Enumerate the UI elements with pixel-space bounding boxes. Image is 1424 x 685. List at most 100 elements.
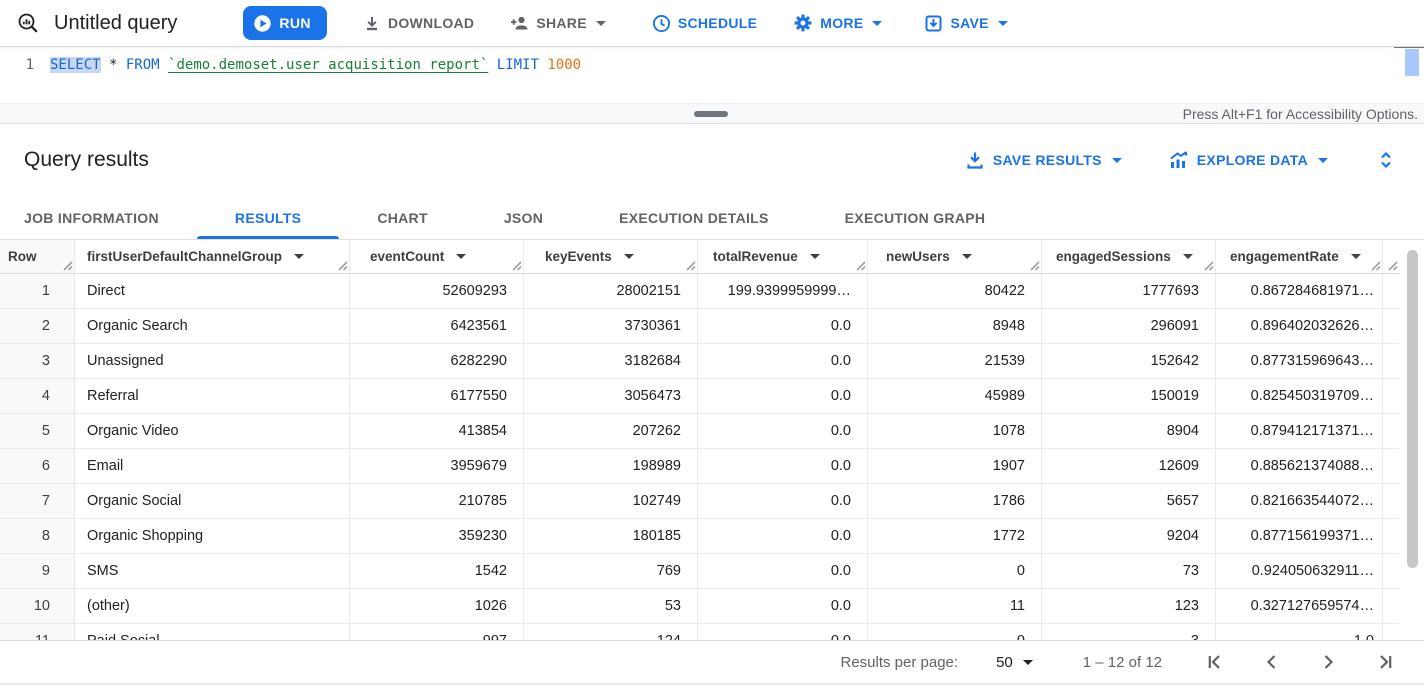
cell-engagedsessions[interactable]: 296091 xyxy=(1042,309,1216,344)
cell-totalrevenue[interactable]: 0.0 xyxy=(698,589,868,624)
cell-engagementrate[interactable]: 0.879412171371… xyxy=(1216,414,1383,449)
column-menu-icon[interactable] xyxy=(623,254,634,259)
column-resize-grip-icon[interactable] xyxy=(1387,260,1398,271)
cell-eventcount[interactable]: 210785 xyxy=(350,484,524,519)
cell-newusers[interactable]: 1786 xyxy=(868,484,1042,519)
tab-execution-graph[interactable]: EXECUTION GRAPH xyxy=(844,209,986,226)
sql-editor[interactable]: 1 SELECT * FROM `demo.demoset.user_acqui… xyxy=(0,45,1424,103)
cell-keyevents[interactable]: 3182684 xyxy=(524,344,698,379)
cell-eventcount[interactable]: 1542 xyxy=(350,554,524,589)
cell-totalrevenue[interactable]: 0.0 xyxy=(698,379,868,414)
cell-engagedsessions[interactable]: 3 xyxy=(1042,624,1216,640)
cell-engagedsessions[interactable]: 5657 xyxy=(1042,484,1216,519)
column-menu-icon[interactable] xyxy=(1350,254,1361,259)
tab-json[interactable]: JSON xyxy=(503,209,544,226)
cell-newusers[interactable]: 11 xyxy=(868,589,1042,624)
column-menu-icon[interactable] xyxy=(809,254,820,259)
cell-eventcount[interactable]: 3959679 xyxy=(350,449,524,484)
cell-totalrevenue[interactable]: 0.0 xyxy=(698,309,868,344)
cell-channel[interactable]: Paid Social xyxy=(75,624,350,640)
cell-keyevents[interactable]: 207262 xyxy=(524,414,698,449)
cell-channel[interactable]: Organic Social xyxy=(75,484,350,519)
save-results-button[interactable]: SAVE RESULTS xyxy=(965,150,1122,170)
table-scrollbar-thumb[interactable] xyxy=(1407,250,1418,568)
cell-keyevents[interactable]: 180185 xyxy=(524,519,698,554)
cell-eventcount[interactable]: 6177550 xyxy=(350,379,524,414)
cell-engagementrate[interactable]: 0.924050632911… xyxy=(1216,554,1383,589)
tab-execution-details[interactable]: EXECUTION DETAILS xyxy=(619,209,769,226)
cell-newusers[interactable]: 21539 xyxy=(868,344,1042,379)
cell-engagedsessions[interactable]: 12609 xyxy=(1042,449,1216,484)
column-header-keyevents[interactable]: keyEvents xyxy=(524,240,698,274)
column-header-totalrevenue[interactable]: totalRevenue xyxy=(698,240,868,274)
editor-scrollbar-thumb[interactable] xyxy=(1405,49,1419,76)
page-size-select[interactable]: 50 xyxy=(996,654,1033,671)
sql-table-reference-link[interactable]: `demo.demoset.user_acquisition_report` xyxy=(168,57,489,73)
cell-channel[interactable]: Email xyxy=(75,449,350,484)
save-button[interactable]: SAVE xyxy=(924,14,1008,33)
cell-engagedsessions[interactable]: 8904 xyxy=(1042,414,1216,449)
cell-eventcount[interactable]: 52609293 xyxy=(350,274,524,309)
cell-keyevents[interactable]: 124 xyxy=(524,624,698,640)
more-button[interactable]: MORE xyxy=(793,13,883,33)
column-header-channel[interactable]: firstUserDefaultChannelGroup xyxy=(75,240,350,274)
cell-engagementrate[interactable]: 0.821663544072… xyxy=(1216,484,1383,519)
cell-engagementrate[interactable]: 0.327127659574… xyxy=(1216,589,1383,624)
cell-newusers[interactable]: 8948 xyxy=(868,309,1042,344)
column-menu-icon[interactable] xyxy=(1182,254,1193,259)
cell-newusers[interactable]: 45989 xyxy=(868,379,1042,414)
download-button[interactable]: DOWNLOAD xyxy=(363,14,474,32)
cell-totalrevenue[interactable]: 0.0 xyxy=(698,519,868,554)
schedule-button[interactable]: SCHEDULE xyxy=(652,14,757,33)
column-header-eventcount[interactable]: eventCount xyxy=(350,240,524,274)
cell-channel[interactable]: Organic Search xyxy=(75,309,350,344)
column-resize-grip-icon[interactable] xyxy=(1203,260,1214,271)
cell-channel[interactable]: Direct xyxy=(75,274,350,309)
cell-keyevents[interactable]: 28002151 xyxy=(524,274,698,309)
share-button[interactable]: SHARE xyxy=(510,14,606,32)
cell-newusers[interactable]: 1907 xyxy=(868,449,1042,484)
next-page-button[interactable] xyxy=(1316,650,1340,674)
cell-totalrevenue[interactable]: 199.9399959999… xyxy=(698,274,868,309)
cell-totalrevenue[interactable]: 0.0 xyxy=(698,624,868,640)
cell-totalrevenue[interactable]: 0.0 xyxy=(698,414,868,449)
column-menu-icon[interactable] xyxy=(456,254,467,259)
column-header-engagementrate[interactable]: engagementRate xyxy=(1216,240,1383,274)
panel-resize-handle[interactable] xyxy=(694,111,728,117)
cell-channel[interactable]: Unassigned xyxy=(75,344,350,379)
column-resize-grip-icon[interactable] xyxy=(337,260,348,271)
cell-engagedsessions[interactable]: 150019 xyxy=(1042,379,1216,414)
cell-engagementrate[interactable]: 0.867284681971… xyxy=(1216,274,1383,309)
cell-newusers[interactable]: 1772 xyxy=(868,519,1042,554)
cell-keyevents[interactable]: 53 xyxy=(524,589,698,624)
run-button[interactable]: RUN xyxy=(243,6,327,40)
cell-newusers[interactable]: 0 xyxy=(868,624,1042,640)
cell-newusers[interactable]: 80422 xyxy=(868,274,1042,309)
explore-data-button[interactable]: EXPLORE DATA xyxy=(1168,150,1328,170)
cell-engagementrate[interactable]: 1.0 xyxy=(1216,624,1383,640)
previous-page-button[interactable] xyxy=(1260,650,1284,674)
cell-engagedsessions[interactable]: 9204 xyxy=(1042,519,1216,554)
cell-totalrevenue[interactable]: 0.0 xyxy=(698,344,868,379)
cell-engagementrate[interactable]: 0.877315969643… xyxy=(1216,344,1383,379)
cell-eventcount[interactable]: 6282290 xyxy=(350,344,524,379)
cell-keyevents[interactable]: 3056473 xyxy=(524,379,698,414)
cell-channel[interactable]: Organic Shopping xyxy=(75,519,350,554)
cell-keyevents[interactable]: 3730361 xyxy=(524,309,698,344)
column-menu-icon[interactable] xyxy=(294,254,305,259)
cell-channel[interactable]: Referral xyxy=(75,379,350,414)
cell-newusers[interactable]: 1078 xyxy=(868,414,1042,449)
cell-engagedsessions[interactable]: 152642 xyxy=(1042,344,1216,379)
sql-code-line[interactable]: SELECT * FROM `demo.demoset.user_acquisi… xyxy=(50,57,582,73)
column-header-newusers[interactable]: newUsers xyxy=(868,240,1042,274)
cell-engagementrate[interactable]: 0.825450319709… xyxy=(1216,379,1383,414)
cell-keyevents[interactable]: 102749 xyxy=(524,484,698,519)
cell-engagedsessions[interactable]: 123 xyxy=(1042,589,1216,624)
column-resize-grip-icon[interactable] xyxy=(511,260,522,271)
last-page-button[interactable] xyxy=(1372,650,1396,674)
cell-eventcount[interactable]: 359230 xyxy=(350,519,524,554)
column-resize-grip-icon[interactable] xyxy=(1370,260,1381,271)
cell-channel[interactable]: SMS xyxy=(75,554,350,589)
column-resize-grip-icon[interactable] xyxy=(1029,260,1040,271)
column-resize-grip-icon[interactable] xyxy=(855,260,866,271)
